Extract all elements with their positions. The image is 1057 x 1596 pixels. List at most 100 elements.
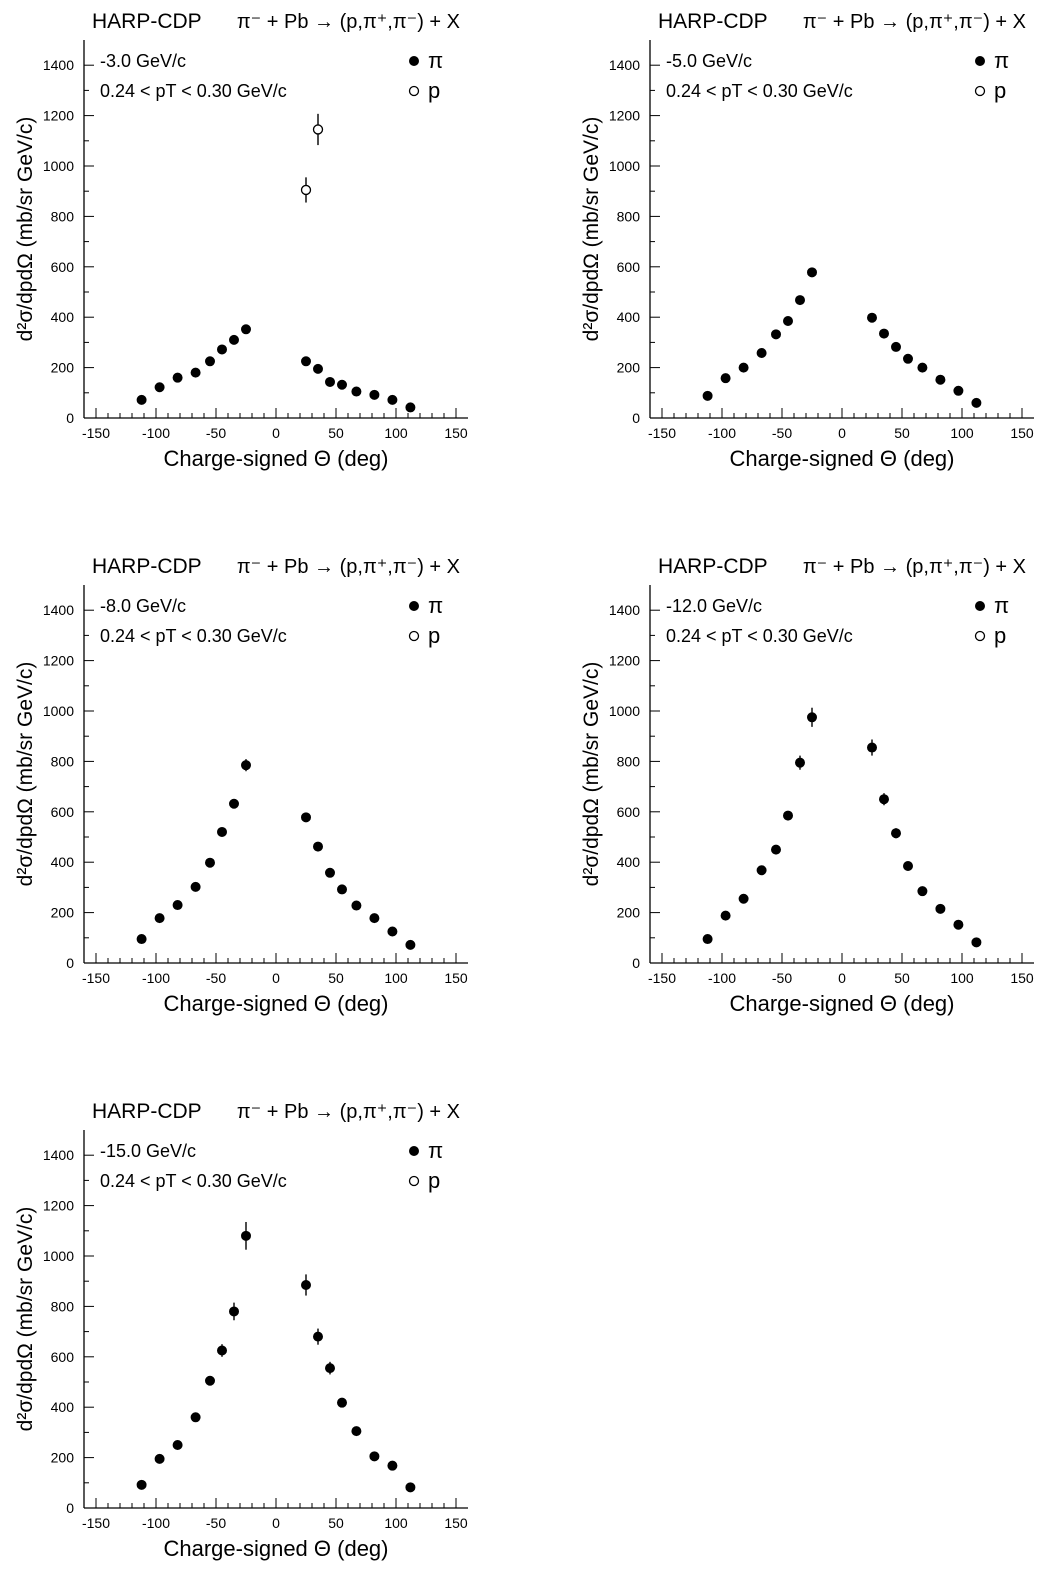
y-axis-label: d²σ/dpdΩ (mb/sr GeV/c) <box>580 662 603 887</box>
pion-point <box>369 1451 380 1462</box>
x-tick-label: 100 <box>384 1515 408 1531</box>
x-tick-label: 50 <box>328 1515 344 1531</box>
pion-point <box>783 810 793 821</box>
reaction-label: π⁻ + Pb → (p,π⁺,π⁻) + X <box>237 556 460 578</box>
pion-point <box>229 334 239 345</box>
y-tick-label: 1000 <box>43 1248 74 1264</box>
pt-range-label: 0.24 < pT < 0.30 GeV/c <box>100 1171 287 1191</box>
y-tick-label: 800 <box>51 208 75 224</box>
y-axis-label: d²σ/dpdΩ (mb/sr GeV/c) <box>580 117 603 342</box>
x-tick-label: 150 <box>1010 970 1034 986</box>
x-tick-label: 0 <box>272 970 280 986</box>
legend-label-pion: π <box>428 593 443 618</box>
legend-marker-open <box>408 630 420 642</box>
x-tick-label: 50 <box>894 425 910 441</box>
pion-point <box>903 860 913 871</box>
chart-title: HARP-CDP <box>658 555 768 578</box>
y-tick-label: 1000 <box>43 158 74 174</box>
x-tick-label: -150 <box>82 1515 110 1531</box>
pion-point <box>879 794 889 805</box>
pion-point <box>301 356 311 367</box>
proton-point <box>312 124 324 135</box>
pion-point <box>387 394 398 405</box>
pion-point <box>771 329 781 340</box>
pion-point <box>313 363 323 374</box>
pion-point <box>756 865 767 876</box>
y-tick-label: 1400 <box>43 602 74 618</box>
pion-point <box>217 1345 227 1356</box>
momentum-label: -8.0 GeV/c <box>100 596 186 616</box>
x-tick-label: 0 <box>838 425 846 441</box>
pion-point <box>136 1479 147 1490</box>
pion-point <box>301 812 311 823</box>
pion-point <box>891 828 901 839</box>
pion-point <box>325 1363 335 1374</box>
pion-point <box>405 939 416 950</box>
chart-title: HARP-CDP <box>92 555 202 578</box>
y-tick-label: 800 <box>51 1298 75 1314</box>
x-tick-label: -100 <box>708 970 736 986</box>
pion-point <box>917 362 928 373</box>
pion-point <box>313 841 323 852</box>
pion-point <box>241 324 251 335</box>
x-tick-label: -100 <box>142 970 170 986</box>
pion-point <box>795 757 805 768</box>
x-tick-label: -50 <box>206 425 226 441</box>
y-tick-label: 1400 <box>43 57 74 73</box>
pion-point <box>205 1375 215 1386</box>
y-tick-label: 800 <box>617 208 641 224</box>
pion-point <box>405 402 416 413</box>
pion-point <box>205 857 215 868</box>
y-tick-label: 1400 <box>609 602 640 618</box>
y-tick-label: 200 <box>51 905 75 921</box>
chart-title: HARP-CDP <box>92 10 202 33</box>
y-axis-label: d²σ/dpdΩ (mb/sr GeV/c) <box>14 1207 37 1432</box>
y-tick-label: 800 <box>51 753 75 769</box>
pion-point <box>229 1306 239 1317</box>
pion-point <box>351 1426 362 1437</box>
pion-point <box>369 913 380 924</box>
x-tick-label: -50 <box>772 970 792 986</box>
pion-point <box>738 893 749 904</box>
legend-marker-open <box>974 630 986 642</box>
y-tick-label: 400 <box>51 1399 75 1415</box>
pion-point <box>172 1440 183 1450</box>
pion-point <box>172 372 183 383</box>
pion-point <box>738 362 749 373</box>
pion-point <box>405 1482 416 1493</box>
pion-point <box>241 1230 251 1241</box>
chart-panel-2: HARP-CDP π⁻ + Pb → (p,π⁺,π⁻) + X 0 200 400 60… <box>580 10 1034 471</box>
pion-point <box>313 1331 323 1342</box>
pion-point <box>953 385 964 396</box>
legend-label-proton: p <box>428 78 440 103</box>
pt-range-label: 0.24 < pT < 0.30 GeV/c <box>666 81 853 101</box>
legend-marker-filled <box>409 601 419 611</box>
pt-range-label: 0.24 < pT < 0.30 GeV/c <box>100 626 287 646</box>
pion-point <box>387 926 398 937</box>
x-tick-label: 50 <box>328 425 344 441</box>
legend-marker-open <box>408 1175 420 1187</box>
legend-marker-filled <box>975 601 985 611</box>
pion-point <box>971 397 982 408</box>
pion-point <box>935 374 946 385</box>
x-tick-label: -150 <box>82 425 110 441</box>
y-tick-label: 200 <box>617 905 641 921</box>
reaction-label: π⁻ + Pb → (p,π⁺,π⁻) + X <box>803 11 1026 33</box>
x-tick-label: 100 <box>950 425 974 441</box>
pion-point <box>771 844 781 855</box>
x-tick-label: -150 <box>648 970 676 986</box>
y-tick-label: 600 <box>617 259 641 275</box>
reaction-label: π⁻ + Pb → (p,π⁺,π⁻) + X <box>237 11 460 33</box>
x-tick-label: 150 <box>444 970 468 986</box>
x-tick-label: -100 <box>142 1515 170 1531</box>
x-tick-label: 150 <box>444 425 468 441</box>
y-tick-label: 400 <box>617 854 641 870</box>
y-tick-label: 200 <box>617 360 641 376</box>
pion-point <box>190 1412 201 1423</box>
pion-point <box>337 379 347 390</box>
chart-panel-4: HARP-CDP π⁻ + Pb → (p,π⁺,π⁻) + X 0 200 400 60… <box>580 555 1034 1016</box>
pion-point <box>217 826 227 837</box>
legend-label-pion: π <box>428 1138 443 1163</box>
legend-marker-open <box>974 85 986 97</box>
legend-label-proton: p <box>428 1168 440 1193</box>
